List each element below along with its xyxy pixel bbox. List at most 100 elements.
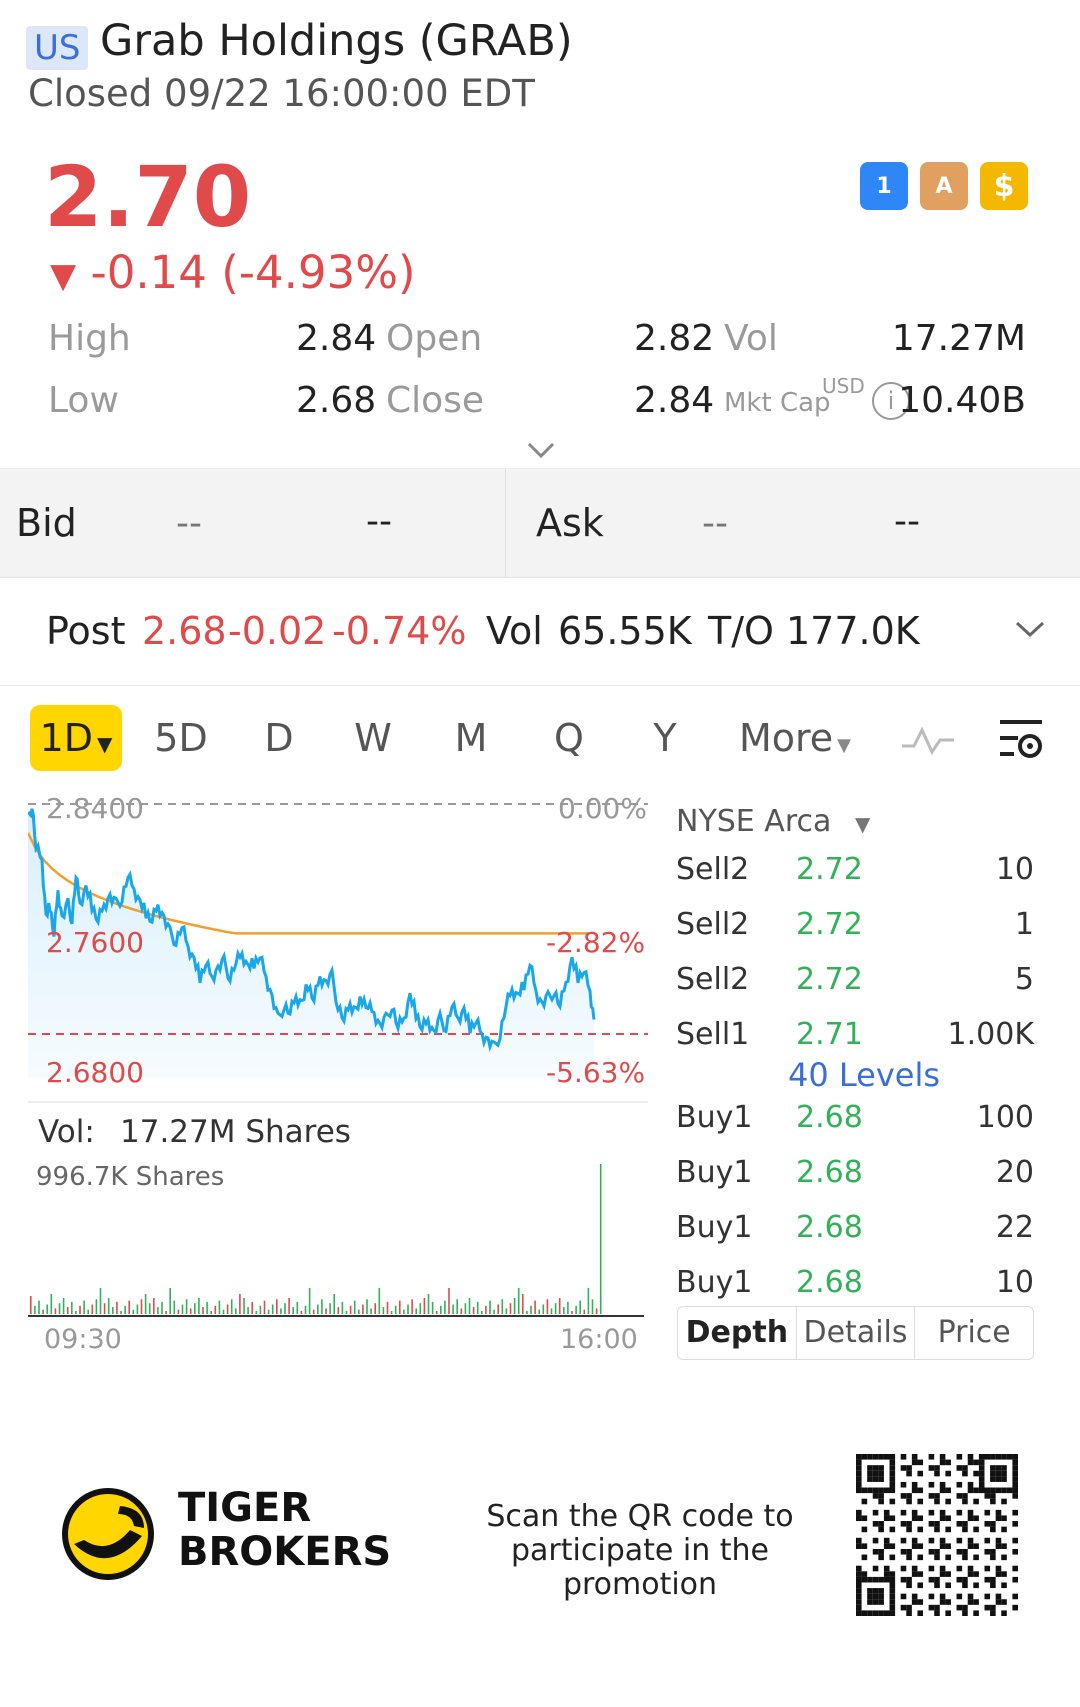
volume-bar — [140, 1299, 143, 1314]
expand-chevron-icon[interactable] — [526, 440, 556, 460]
volume-bar — [95, 1299, 98, 1314]
qr-module — [967, 1565, 974, 1572]
info-icon[interactable]: i — [872, 382, 910, 420]
qr-module — [962, 1576, 968, 1583]
volume-bar — [251, 1301, 253, 1314]
qr-module — [945, 1470, 951, 1477]
qr-module — [856, 1454, 862, 1460]
volume-bar — [333, 1294, 335, 1314]
qr-module — [928, 1509, 935, 1516]
volume-bar — [202, 1307, 204, 1314]
qr-module — [878, 1610, 884, 1616]
qr-module — [995, 1543, 1002, 1549]
tab-5d[interactable]: 5D — [148, 705, 214, 771]
volume-bar — [38, 1300, 40, 1314]
tab-1d[interactable]: 1D ▼ — [30, 705, 122, 771]
qr-module — [928, 1465, 935, 1471]
intraday-chart[interactable] — [28, 790, 648, 1350]
qr-module — [900, 1537, 907, 1544]
volume-bar — [452, 1304, 454, 1314]
qr-module — [917, 1526, 924, 1533]
qr-module — [995, 1470, 1002, 1477]
qr-module — [956, 1481, 963, 1488]
qr-module — [956, 1521, 963, 1527]
volume-bar — [497, 1304, 499, 1314]
qr-module — [917, 1498, 924, 1505]
qr-module — [956, 1565, 963, 1572]
qr-module — [990, 1454, 996, 1460]
qr-module — [911, 1593, 918, 1600]
qr-module — [990, 1487, 996, 1494]
qr-module — [939, 1454, 946, 1460]
tab-q-label: Q — [554, 716, 584, 760]
post-market-bar[interactable]: Post 2.68 -0.02 -0.74% Vol 65.55K T/O 17… — [0, 577, 1080, 686]
volume-bar — [419, 1303, 422, 1314]
volume-bar — [267, 1309, 270, 1314]
qr-module — [962, 1610, 968, 1616]
tab-w[interactable]: W — [352, 705, 394, 771]
qr-module — [934, 1604, 940, 1611]
volume-bar — [132, 1309, 135, 1314]
volume-bar — [173, 1300, 176, 1314]
volume-bar — [390, 1311, 393, 1314]
sell-level-qty: 5 — [1014, 962, 1034, 997]
volume-bar — [440, 1305, 442, 1314]
qr-module — [984, 1565, 991, 1572]
indicator-icon[interactable] — [900, 722, 956, 758]
volume-bar — [325, 1308, 327, 1314]
qr-module — [900, 1454, 907, 1460]
volume-bar — [435, 1311, 438, 1314]
volume-bar — [341, 1301, 344, 1314]
qr-module — [883, 1576, 890, 1583]
tab-d-label: D — [264, 716, 294, 760]
qr-module — [872, 1593, 879, 1600]
qr-module — [1001, 1526, 1007, 1533]
brand-name: TIGER BROKERS — [178, 1486, 391, 1574]
segment-price[interactable]: Price — [937, 1315, 1011, 1350]
buy-level-label: Buy1 — [676, 1265, 753, 1300]
post-expand-chevron-icon[interactable] — [1014, 619, 1046, 639]
qr-module — [956, 1548, 963, 1555]
segment-details[interactable]: Details — [797, 1307, 916, 1359]
volume-bar — [276, 1299, 278, 1314]
segment-depth[interactable]: Depth — [678, 1307, 797, 1359]
tab-q[interactable]: Q — [548, 705, 590, 771]
tab-m[interactable]: M — [450, 705, 492, 771]
qr-module — [995, 1465, 1002, 1471]
qr-module — [856, 1576, 862, 1583]
volume-bar — [489, 1300, 491, 1314]
qr-module — [878, 1526, 884, 1533]
last-price: 2.70 — [44, 148, 252, 246]
lightning-icon[interactable]: 1 — [860, 162, 908, 210]
volume-bar — [386, 1301, 389, 1314]
qr-module — [911, 1515, 918, 1522]
tab-more[interactable]: More ▼ — [734, 705, 856, 771]
qr-module — [1001, 1554, 1007, 1561]
qr-module — [872, 1565, 879, 1572]
qr-module — [945, 1554, 951, 1561]
exchange-selector[interactable]: NYSE Arca ▼ — [676, 804, 870, 839]
levels-link[interactable]: 40 Levels — [788, 1056, 941, 1094]
qr-module — [973, 1515, 979, 1522]
stack-icon[interactable]: A — [920, 162, 968, 210]
qr-module — [967, 1481, 974, 1488]
buy-level-price: 2.68 — [796, 1210, 863, 1245]
qr-module — [900, 1548, 907, 1555]
tab-y[interactable]: Y — [644, 705, 686, 771]
chart-settings-icon[interactable] — [996, 716, 1046, 764]
qr-module — [856, 1487, 862, 1494]
qr-module — [1001, 1454, 1007, 1460]
qr-module — [984, 1537, 991, 1544]
qr-module — [878, 1548, 884, 1555]
tab-d[interactable]: D — [258, 705, 300, 771]
qr-module — [867, 1576, 873, 1583]
volume-bar — [530, 1305, 532, 1314]
qr-module — [856, 1481, 862, 1488]
buy-level-price: 2.68 — [796, 1155, 863, 1190]
volume-bar — [526, 1311, 528, 1314]
qr-module — [995, 1454, 1002, 1460]
qr-module — [984, 1548, 991, 1555]
volume-bar — [399, 1300, 401, 1314]
qr-module — [984, 1493, 991, 1499]
dollar-icon[interactable]: $ — [980, 162, 1028, 210]
